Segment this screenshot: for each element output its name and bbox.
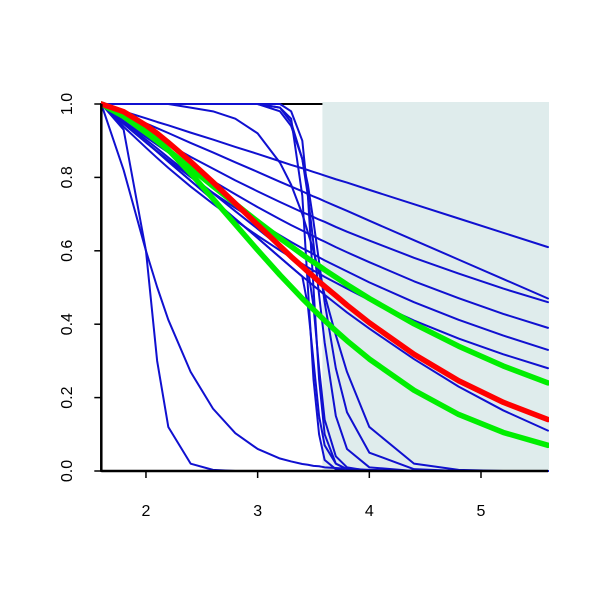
series-group [101,101,549,472]
series-line [101,103,549,249]
y-tick-label: 0.6 [59,240,76,262]
x-tick-label: 5 [477,503,486,520]
x-tick-label: 4 [365,503,374,520]
x-tick-label: 3 [253,503,262,520]
highlight-region [322,102,549,471]
y-tick-label: 1.0 [59,93,76,115]
series-line [101,101,549,449]
y-tick-label: 0.4 [59,313,76,335]
series-line [101,103,549,472]
series-line [101,101,549,423]
y-tick-label: 0.2 [59,386,76,408]
x-tick-label: 2 [142,503,151,520]
y-tick-label: 0.0 [59,460,76,482]
y-tick-label: 0.8 [59,166,76,188]
